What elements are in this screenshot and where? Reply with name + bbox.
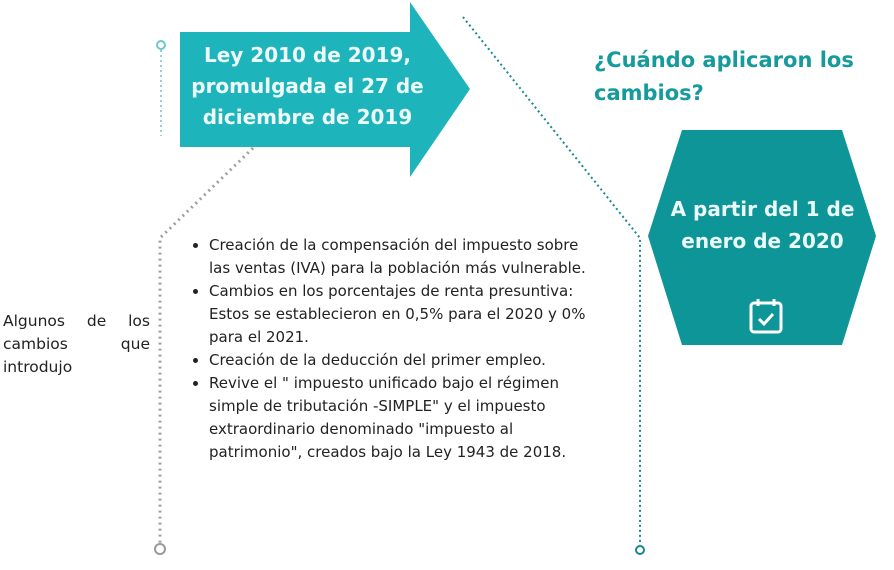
changes-label: Algunos de los cambios que introdujo [3, 312, 150, 376]
gray-dotted-line [158, 146, 255, 544]
list-item: Creación de la deducción del primer empl… [209, 349, 604, 372]
question-heading: ¿Cuándo aplicaron los cambios? [594, 48, 854, 105]
list-item: Revive el " impuesto unificado bajo el r… [209, 372, 604, 464]
bottom-left-node [154, 543, 166, 555]
changes-list: Creación de la compensación del impuesto… [190, 234, 604, 464]
list-item: Creación de la compensación del impuesto… [209, 234, 604, 280]
effective-date: A partir del 1 de enero de 2020 [670, 197, 855, 253]
list-item: Cambios en los porcentajes de renta pres… [209, 280, 604, 349]
arrow-shape [180, 2, 470, 177]
law-title: Ley 2010 de 2019, promulgada el 27 de di… [191, 43, 424, 129]
top-left-node [156, 40, 166, 50]
bottom-right-node [635, 545, 645, 555]
hexagon-shape [648, 130, 876, 345]
calendar-check-icon [749, 299, 783, 334]
